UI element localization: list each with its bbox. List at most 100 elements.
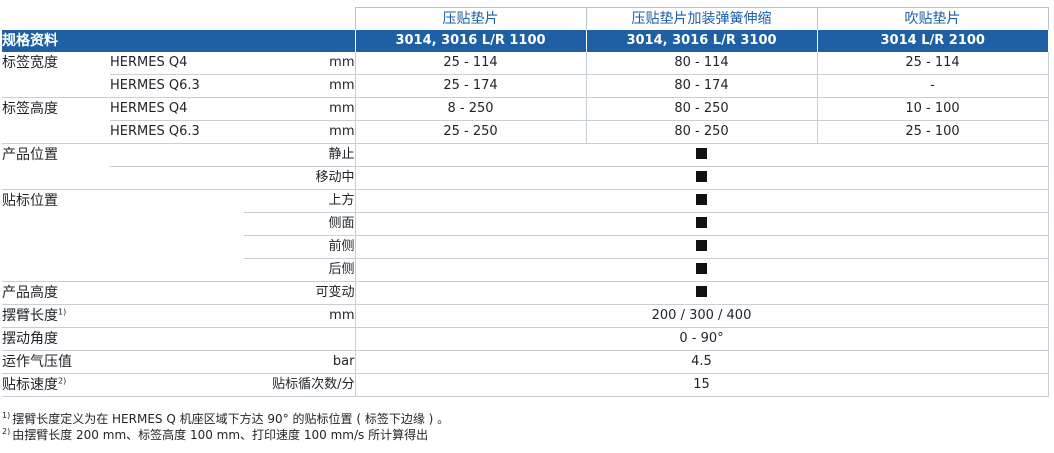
label-height-q4-val-1: 8 - 250 <box>354 97 586 121</box>
table-row: HERMES Q6.3 mm 25 - 250 80 - 250 25 - 10… <box>2 120 1049 144</box>
availability-marker <box>354 281 1049 305</box>
empty-cell <box>110 258 244 282</box>
product-position-option-moving: 移动中 <box>244 166 355 190</box>
table-row: 摆臂长度1) mm 200 / 300 / 400 <box>2 304 1049 328</box>
label-height-q4-sub: HERMES Q4 <box>110 97 244 121</box>
empty-cell <box>110 327 244 351</box>
empty-cell <box>110 281 244 305</box>
arm-length-unit: mm <box>244 304 355 328</box>
label-speed-label: 贴标速度 <box>2 377 58 393</box>
product-position-label: 产品位置 <box>2 147 58 164</box>
empty-cell <box>110 350 244 374</box>
product-model-2: 3014, 3016 L/R 3100 <box>585 30 817 52</box>
product-position-option-static: 静止 <box>244 143 355 167</box>
footnote-2: 2) 由摆臂长度 200 mm、标签高度 100 mm、打印速度 100 mm/s… <box>2 427 449 443</box>
empty-cell <box>2 258 110 282</box>
product-model-3: 3014 L/R 2100 <box>816 30 1048 52</box>
label-position-option-rear: 后侧 <box>244 258 355 282</box>
empty-cell <box>2 166 110 190</box>
spec-table: 压贴垫片 压贴垫片加装弹簧伸缩 吹贴垫片 规格资料 3014, 3016 L/R… <box>2 7 1049 397</box>
empty-cell <box>2 213 110 236</box>
section-label: 规格资料 <box>2 30 355 52</box>
table-row: HERMES Q6.3 mm 25 - 174 80 - 174 - <box>2 74 1049 98</box>
table-row: 产品位置 静止 <box>2 143 1049 167</box>
label-height-q4-unit: mm <box>244 97 355 121</box>
availability-marker <box>354 189 1049 213</box>
availability-marker <box>354 212 1049 236</box>
arm-length-label: 摆臂长度 <box>2 308 58 324</box>
empty-cell <box>110 304 244 328</box>
footnote-ref-2: 2) <box>58 376 67 386</box>
swing-angle-label: 摆动角度 <box>2 327 110 351</box>
filled-square-icon <box>696 148 707 159</box>
air-pressure-unit: bar <box>244 350 355 374</box>
empty-cell <box>110 166 244 190</box>
air-pressure-label: 运作气压值 <box>2 350 110 374</box>
table-row: 侧面 <box>2 212 1049 236</box>
filled-square-icon <box>696 171 707 182</box>
product-name-3: 吹贴垫片 <box>816 7 1049 30</box>
label-height-q63-val-1: 25 - 250 <box>354 120 586 144</box>
filled-square-icon <box>696 194 707 205</box>
label-height-q4-val-2: 80 - 250 <box>585 97 817 121</box>
availability-marker <box>354 143 1049 167</box>
empty-cell <box>110 213 244 236</box>
section-header-row: 规格资料 3014, 3016 L/R 1100 3014, 3016 L/R … <box>2 30 1048 52</box>
footnote-1-text: 摆臂长度定义为在 HERMES Q 机座区域下方达 90° 的贴标位置 ( 标签… <box>12 412 450 426</box>
table-row: 前侧 <box>2 235 1049 259</box>
table-row: 后侧 <box>2 258 1049 282</box>
label-position-label: 贴标位置 <box>2 193 58 210</box>
label-speed-value: 15 <box>354 373 1049 397</box>
product-header-row: 压贴垫片 压贴垫片加装弹簧伸缩 吹贴垫片 <box>2 7 1049 31</box>
table-row: 标签宽度 HERMES Q4 mm 25 - 114 80 - 114 25 -… <box>2 52 1049 75</box>
footnotes: 1) 摆臂长度定义为在 HERMES Q 机座区域下方达 90° 的贴标位置 ( … <box>2 411 449 443</box>
label-speed-unit: 贴标循次数/分 <box>110 373 355 397</box>
table-row: 标签高度 HERMES Q4 mm 8 - 250 80 - 250 10 - … <box>2 97 1049 121</box>
label-width-q63-val-2: 80 - 174 <box>585 74 817 98</box>
arm-length-value: 200 / 300 / 400 <box>354 304 1049 328</box>
empty-cell <box>2 236 110 259</box>
table-row: 移动中 <box>2 166 1049 190</box>
empty-cell <box>110 190 244 213</box>
label-width-q4-sub: HERMES Q4 <box>110 52 244 75</box>
empty-cell <box>244 327 355 351</box>
label-height-q63-val-2: 80 - 250 <box>585 120 817 144</box>
footnote-1: 1) 摆臂长度定义为在 HERMES Q 机座区域下方达 90° 的贴标位置 ( … <box>2 411 449 427</box>
swing-angle-value: 0 - 90° <box>354 327 1049 351</box>
label-width-label: 标签宽度 <box>2 55 58 72</box>
label-width-q63-val-3: - <box>816 74 1049 98</box>
filled-square-icon <box>696 286 707 297</box>
label-width-q63-val-1: 25 - 174 <box>354 74 586 98</box>
empty-cell <box>110 143 244 167</box>
label-width-q4-unit: mm <box>244 52 355 75</box>
label-width-q4-val-1: 25 - 114 <box>354 52 586 75</box>
filled-square-icon <box>696 217 707 228</box>
label-width-q63-sub: HERMES Q6.3 <box>110 74 244 98</box>
filled-square-icon <box>696 263 707 274</box>
product-name-2: 压贴垫片加装弹簧伸缩 <box>585 7 818 30</box>
label-height-q63-sub: HERMES Q6.3 <box>110 120 244 144</box>
label-width-q4-val-3: 25 - 114 <box>816 52 1049 75</box>
table-row: 摆动角度 0 - 90° <box>2 327 1049 351</box>
label-width-q4-val-2: 80 - 114 <box>585 52 817 75</box>
table-row: 运作气压值 bar 4.5 <box>2 350 1049 374</box>
product-height-option: 可变动 <box>244 281 355 305</box>
arm-length-cell: 摆臂长度1) <box>2 304 110 328</box>
label-position-option-front: 前侧 <box>244 235 355 259</box>
label-height-q63-unit: mm <box>244 120 355 144</box>
label-position-option-side: 侧面 <box>244 212 355 236</box>
footnote-2-text: 由摆臂长度 200 mm、标签高度 100 mm、打印速度 100 mm/s 所… <box>12 428 429 442</box>
empty-cell <box>2 74 110 98</box>
label-height-q4-val-3: 10 - 100 <box>816 97 1049 121</box>
label-height-q63-val-3: 25 - 100 <box>816 120 1049 144</box>
label-width-q63-unit: mm <box>244 74 355 98</box>
header-spacer <box>2 8 355 31</box>
footnote-ref-1: 1) <box>58 307 67 317</box>
empty-cell <box>110 236 244 259</box>
filled-square-icon <box>696 240 707 251</box>
footnote-1-mark: 1) <box>2 411 11 420</box>
product-model-1: 3014, 3016 L/R 1100 <box>354 30 586 52</box>
availability-marker <box>354 166 1049 190</box>
product-height-label: 产品高度 <box>2 281 110 305</box>
table-row: 贴标速度2) 贴标循次数/分 15 <box>2 373 1049 397</box>
